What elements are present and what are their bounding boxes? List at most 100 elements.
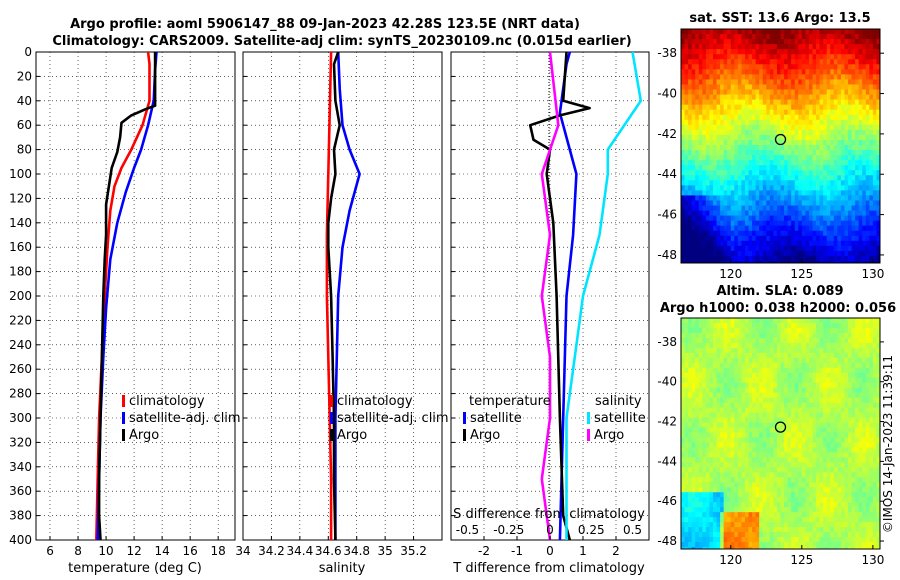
heatmap-cell	[744, 119, 749, 126]
heatmap-cell	[695, 497, 700, 503]
heatmap-cell	[823, 59, 828, 65]
heatmap-cell	[723, 94, 728, 100]
heatmap-cell	[798, 220, 803, 227]
heatmap-cell	[819, 180, 824, 186]
heatmap-cell	[823, 150, 828, 156]
heatmap-cell	[744, 34, 749, 40]
heatmap-cell	[730, 250, 735, 257]
heatmap-cell	[776, 402, 781, 409]
heatmap-cell	[723, 54, 728, 60]
heatmap-cell	[840, 195, 845, 201]
heatmap-cell	[684, 134, 689, 141]
heatmap-cell	[816, 452, 820, 458]
heatmap-cell	[712, 64, 717, 70]
heatmap-cell	[723, 235, 728, 242]
heatmap-cell	[716, 74, 721, 80]
heatmap-cell	[826, 235, 831, 242]
heatmap-cell	[744, 357, 749, 364]
heatmap-cell	[752, 427, 757, 433]
heatmap-cell	[688, 34, 693, 40]
heatmap-cell	[837, 210, 842, 216]
heatmap-cell	[851, 34, 856, 40]
heatmap-cell	[830, 89, 835, 95]
heatmap-cell	[780, 230, 785, 237]
heatmap-cell	[730, 337, 735, 344]
heatmap-cell	[876, 59, 880, 65]
heatmap-cell	[869, 362, 874, 369]
heatmap-cell	[723, 74, 728, 80]
heatmap-cell	[727, 34, 732, 40]
heatmap-cell	[833, 190, 838, 196]
heatmap-cell	[833, 397, 838, 404]
heatmap-cell	[837, 124, 842, 131]
heatmap-cell	[737, 427, 742, 433]
heatmap-cell	[791, 165, 796, 171]
heatmap-cell	[705, 352, 710, 359]
heatmap-cell	[830, 49, 835, 55]
heatmap-cell	[762, 185, 767, 191]
heatmap-cell	[865, 59, 870, 65]
heatmap-cell	[695, 492, 700, 498]
heatmap-cell	[734, 99, 739, 106]
heatmap-cell	[702, 195, 707, 201]
heatmap-cell	[737, 44, 742, 50]
heatmap-cell	[681, 175, 685, 181]
heatmap-cell	[748, 49, 753, 55]
heatmap-cell	[727, 29, 732, 35]
heatmap-cell	[702, 155, 707, 161]
heatmap-cell	[872, 99, 877, 106]
heatmap-cell	[830, 39, 835, 45]
heatmap-cell	[691, 412, 696, 418]
heatmap-cell	[812, 44, 817, 50]
heatmap-cell	[720, 502, 725, 508]
heatmap-cell	[759, 220, 764, 227]
heatmap-cell	[702, 497, 707, 503]
heatmap-cell	[762, 225, 767, 232]
heatmap-cell	[791, 119, 796, 126]
heatmap-cell	[720, 64, 725, 70]
heatmap-cell	[826, 342, 831, 349]
heatmap-cell	[766, 150, 771, 156]
heatmap-cell	[755, 497, 760, 503]
heatmap-cell	[830, 190, 835, 196]
heatmap-cell	[705, 367, 710, 374]
heatmap-cell	[808, 104, 813, 111]
heatmap-cell	[858, 129, 863, 136]
heatmap-cell	[812, 457, 817, 463]
heatmap-cell	[816, 362, 820, 369]
heatmap-cell	[801, 382, 806, 389]
heatmap-cell	[823, 225, 828, 232]
heatmap-cell	[716, 260, 721, 263]
heatmap-cell	[805, 129, 810, 136]
heatmap-cell	[769, 447, 774, 453]
heatmap-cell	[801, 69, 806, 75]
heatmap-cell	[720, 44, 725, 50]
heatmap-cell	[812, 150, 817, 156]
heatmap-cell	[833, 180, 838, 186]
heatmap-cell	[688, 160, 693, 166]
heatmap-cell	[695, 477, 700, 483]
heatmap-cell	[830, 235, 835, 242]
heatmap-cell	[744, 447, 749, 453]
heatmap-cell	[741, 447, 746, 453]
heatmap-cell	[698, 457, 703, 463]
heatmap-cell	[702, 84, 707, 90]
heatmap-cell	[705, 44, 710, 50]
heatmap-cell	[681, 502, 685, 508]
heatmap-cell	[837, 235, 842, 242]
heatmap-cell	[681, 347, 685, 354]
heatmap-cell	[794, 260, 799, 263]
heatmap-cell	[826, 49, 831, 55]
heatmap-cell	[684, 225, 689, 232]
heatmap-cell	[819, 337, 824, 344]
heatmap-cell	[769, 387, 774, 394]
heatmap-cell	[762, 114, 767, 121]
heatmap-cell	[787, 417, 792, 423]
heatmap-cell	[826, 39, 831, 45]
heatmap-cell	[720, 322, 725, 329]
heatmap-cell	[702, 318, 707, 324]
heatmap-cell	[691, 44, 696, 50]
heatmap-cell	[837, 412, 842, 418]
heatmap-cell	[755, 422, 760, 428]
heatmap-cell	[798, 99, 803, 106]
